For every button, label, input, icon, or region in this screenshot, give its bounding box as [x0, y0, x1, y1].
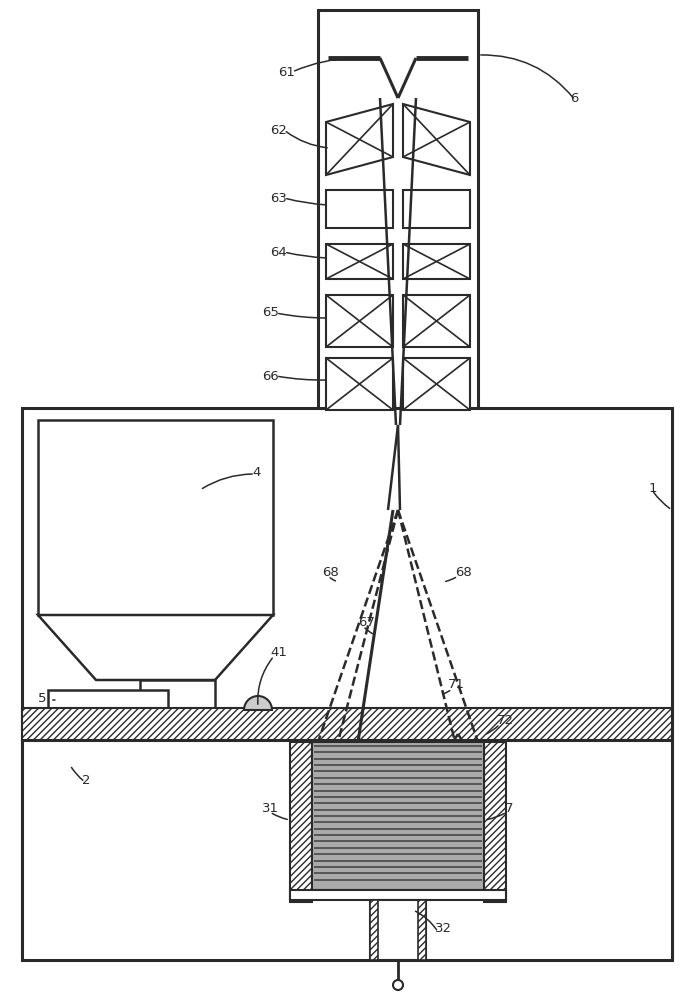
- Bar: [22, 740, 672, 960]
- Bar: [22, 708, 672, 740]
- Wedge shape: [244, 696, 272, 710]
- Polygon shape: [38, 615, 273, 680]
- Text: 64: 64: [270, 245, 286, 258]
- Bar: [290, 742, 312, 902]
- Bar: [326, 190, 393, 228]
- Text: 32: 32: [435, 922, 452, 934]
- Bar: [290, 890, 506, 900]
- Text: 41: 41: [270, 646, 287, 658]
- Bar: [403, 295, 470, 347]
- Text: 63: 63: [270, 192, 287, 205]
- Text: 65: 65: [262, 306, 279, 320]
- Bar: [48, 690, 168, 708]
- Text: 68: 68: [455, 566, 472, 578]
- Bar: [312, 742, 484, 890]
- Text: 6: 6: [570, 92, 579, 104]
- Text: 61: 61: [278, 66, 295, 79]
- Polygon shape: [403, 104, 470, 175]
- Text: 7: 7: [505, 802, 514, 814]
- Text: 5: 5: [38, 692, 47, 704]
- Text: 2: 2: [82, 774, 91, 786]
- Text: 72: 72: [497, 714, 514, 726]
- Bar: [484, 742, 506, 902]
- Bar: [326, 244, 393, 279]
- Bar: [38, 420, 273, 615]
- Text: 71: 71: [448, 678, 465, 692]
- Bar: [326, 358, 393, 410]
- Bar: [418, 900, 426, 960]
- Text: 31: 31: [262, 802, 279, 814]
- Bar: [318, 10, 478, 425]
- Text: 1: 1: [649, 482, 657, 494]
- Polygon shape: [326, 104, 393, 175]
- Text: 68: 68: [322, 566, 339, 578]
- Text: 62: 62: [270, 123, 287, 136]
- Bar: [370, 900, 426, 960]
- Bar: [403, 358, 470, 410]
- Circle shape: [393, 980, 403, 990]
- Bar: [140, 680, 215, 712]
- Bar: [326, 295, 393, 347]
- Text: 66: 66: [262, 369, 279, 382]
- Text: 67: 67: [358, 615, 375, 629]
- Bar: [370, 900, 378, 960]
- Text: 4: 4: [252, 466, 261, 479]
- Bar: [403, 190, 470, 228]
- Bar: [22, 408, 672, 955]
- Bar: [403, 244, 470, 279]
